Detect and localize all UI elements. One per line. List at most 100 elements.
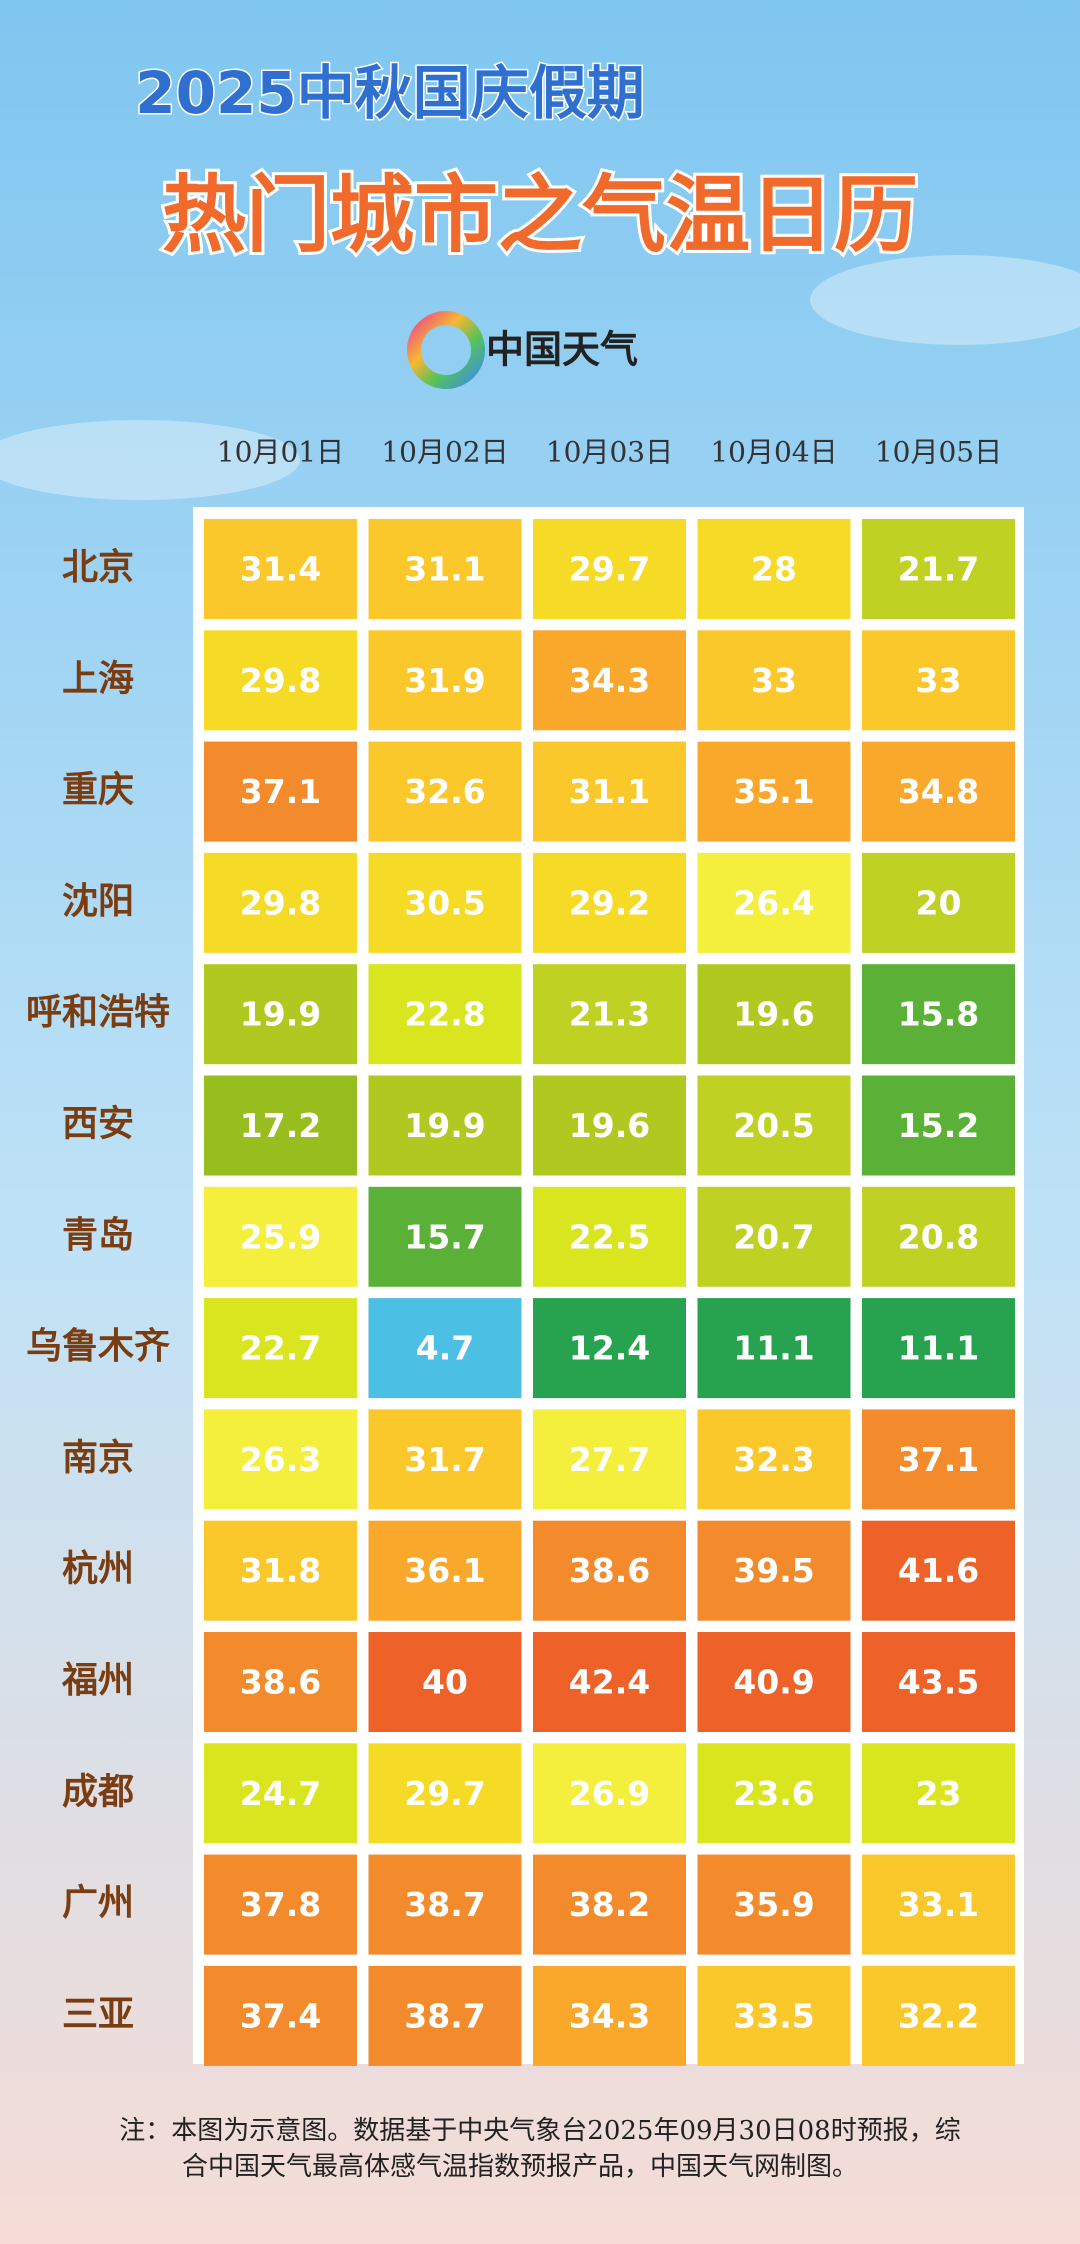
cell-value: 26.4 xyxy=(733,883,814,922)
row-label: 北京 xyxy=(62,546,134,588)
cell-value: 33 xyxy=(751,661,797,700)
cell-value: 42.4 xyxy=(569,1663,650,1702)
cell-value: 15.7 xyxy=(404,1217,485,1256)
cell-value: 41.6 xyxy=(898,1551,979,1590)
title-line2: 热门城市之气温日历 xyxy=(162,166,918,264)
cell-value: 40 xyxy=(422,1663,468,1702)
cell xyxy=(862,1520,1015,1621)
cell xyxy=(533,519,686,619)
cell xyxy=(204,1298,357,1399)
cell xyxy=(368,1632,522,1732)
cell-value: 38.2 xyxy=(569,1885,650,1924)
cell xyxy=(697,1186,851,1287)
cell-value: 24.7 xyxy=(240,1774,321,1813)
cell xyxy=(697,741,851,842)
cell-value: 27.7 xyxy=(569,1440,650,1479)
cloud xyxy=(0,420,300,500)
cell xyxy=(533,964,686,1065)
cell xyxy=(204,1743,357,1844)
cell xyxy=(204,1075,357,1176)
cell xyxy=(204,1632,357,1732)
cell xyxy=(697,1409,851,1510)
cell-value: 38.6 xyxy=(569,1551,650,1590)
cell-value: 37.1 xyxy=(240,772,321,811)
cell-value: 19.6 xyxy=(733,995,814,1034)
cell-value: 23.6 xyxy=(733,1774,814,1813)
cell-value: 31.7 xyxy=(404,1440,485,1479)
cell xyxy=(204,964,357,1065)
cell xyxy=(862,519,1015,619)
cell xyxy=(697,1298,851,1399)
cell xyxy=(368,519,522,619)
cell-value: 11.1 xyxy=(733,1329,814,1368)
cell-value: 20.7 xyxy=(733,1217,814,1256)
cell-value: 31.1 xyxy=(569,772,650,811)
cell-value: 33 xyxy=(916,661,962,700)
cell-value: 22.7 xyxy=(240,1329,321,1368)
note: 注：本图为示意图。数据基于中央气象台2025年09月30日08时预报，综 xyxy=(119,2116,960,2146)
cell xyxy=(533,1743,686,1844)
cell xyxy=(368,964,522,1065)
cell xyxy=(697,1965,851,2066)
cell xyxy=(862,1854,1015,1955)
cell-value: 15.2 xyxy=(898,1106,979,1145)
cell xyxy=(368,741,522,842)
row-label: 乌鲁木齐 xyxy=(26,1326,170,1367)
row-label: 呼和浩特 xyxy=(26,992,170,1033)
row-label: 上海 xyxy=(62,658,134,699)
cell xyxy=(533,741,686,842)
cell xyxy=(533,1965,686,2066)
cell-value: 21.7 xyxy=(898,550,979,589)
cell xyxy=(368,1409,522,1510)
cell-value: 32.3 xyxy=(733,1440,814,1479)
cell-value: 37.1 xyxy=(898,1440,979,1479)
cell xyxy=(368,1854,522,1955)
cell-value: 32.2 xyxy=(898,1996,979,2035)
cloud xyxy=(810,255,1080,345)
cell-value: 31.1 xyxy=(404,550,485,589)
cell xyxy=(697,630,851,731)
cell-value: 29.8 xyxy=(240,883,321,922)
cell-value: 40.9 xyxy=(733,1663,814,1702)
cell xyxy=(697,519,851,619)
cell-value: 20.5 xyxy=(733,1106,814,1145)
cell-value: 34.8 xyxy=(898,772,979,811)
cell xyxy=(204,630,357,731)
cell-value: 23 xyxy=(916,1774,962,1813)
cell xyxy=(862,1186,1015,1287)
cell xyxy=(697,1854,851,1955)
cell-value: 37.8 xyxy=(240,1885,321,1924)
cell xyxy=(368,1186,522,1287)
cell-value: 29.2 xyxy=(569,883,650,922)
cell xyxy=(368,630,522,731)
cell-value: 22.5 xyxy=(569,1217,650,1256)
cell xyxy=(697,964,851,1065)
cell xyxy=(697,1075,851,1176)
row-label: 重庆 xyxy=(62,770,134,811)
cell xyxy=(697,852,851,953)
cell xyxy=(533,1186,686,1287)
row-label: 成都 xyxy=(62,1771,134,1812)
cell-value: 33.1 xyxy=(898,1885,979,1924)
row-label: 南京 xyxy=(62,1436,134,1478)
brand: 中国天气 xyxy=(486,328,638,372)
cell-value: 19.9 xyxy=(404,1106,485,1145)
cell xyxy=(368,1743,522,1844)
cell xyxy=(204,1409,357,1510)
cell-value: 11.1 xyxy=(898,1329,979,1368)
cell-value: 38.7 xyxy=(404,1885,485,1924)
cell-value: 34.3 xyxy=(569,1996,650,2035)
row-label: 西安 xyxy=(62,1104,134,1145)
cell xyxy=(368,1965,522,2066)
cell xyxy=(862,1632,1015,1732)
cell-value: 36.1 xyxy=(404,1551,485,1590)
cell-value: 19.6 xyxy=(569,1106,650,1145)
column-label: 10月02日 xyxy=(381,436,508,469)
column-label: 10月03日 xyxy=(546,436,673,469)
cell xyxy=(862,852,1015,953)
cell-value: 20.8 xyxy=(898,1217,979,1256)
cell-value: 31.4 xyxy=(240,550,321,589)
cell xyxy=(533,1409,686,1510)
